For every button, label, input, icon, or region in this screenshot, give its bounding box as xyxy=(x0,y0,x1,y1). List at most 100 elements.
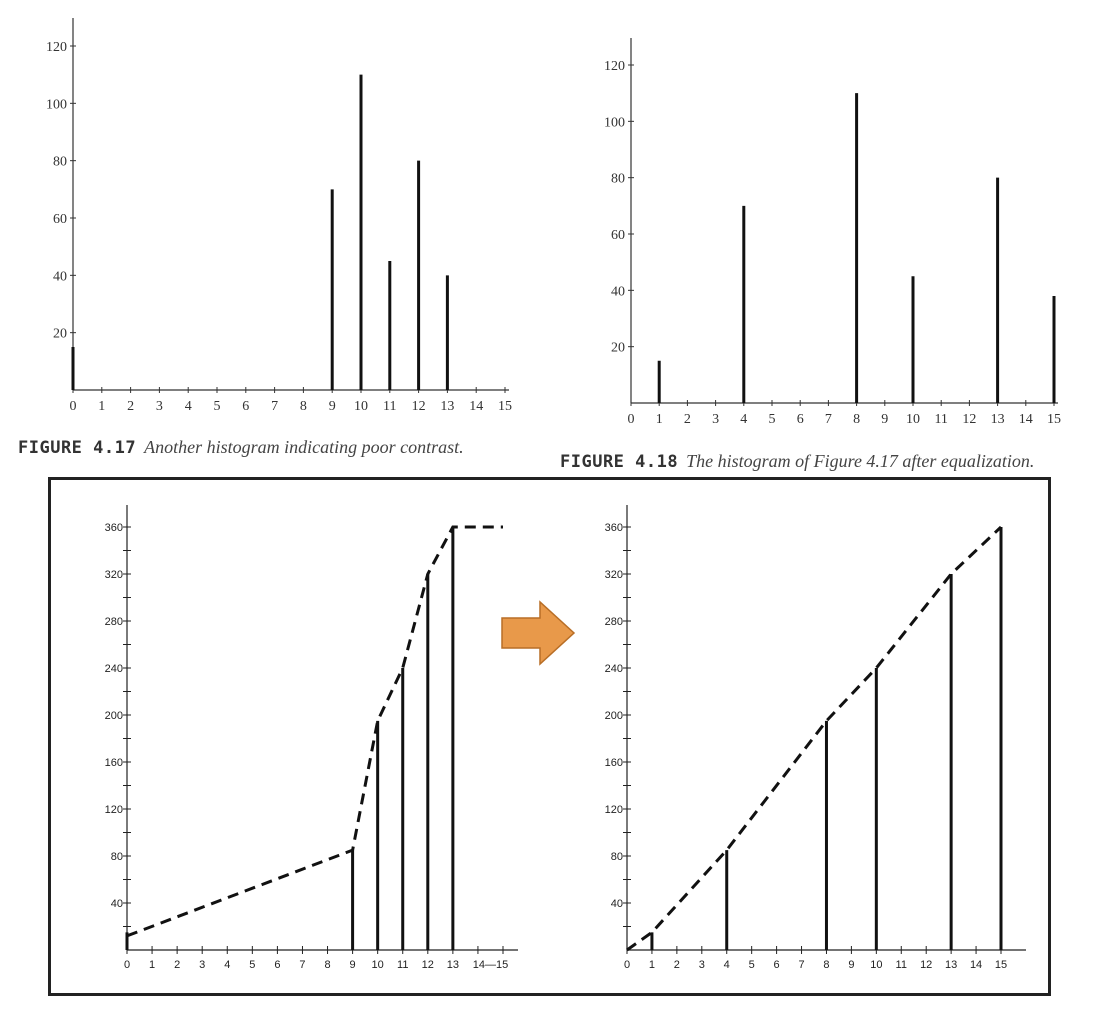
x-tick-label: 13 xyxy=(991,412,1005,427)
y-tick-label: 360 xyxy=(105,522,123,534)
caption-text: Another histogram indicating poor contra… xyxy=(144,437,464,457)
x-tick-label: 9 xyxy=(329,399,336,414)
x-tick-label: 15 xyxy=(995,959,1007,971)
x-tick-label: 12 xyxy=(422,959,434,971)
x-tick-label: 3 xyxy=(199,959,205,971)
y-tick-label: 80 xyxy=(111,851,123,863)
x-tick-label: 8 xyxy=(823,959,829,971)
x-tick-label: 8 xyxy=(324,959,330,971)
x-tick-label: 10 xyxy=(354,399,368,414)
caption-label: FIGURE 4.17 xyxy=(18,438,137,458)
x-tick-label: 11 xyxy=(397,959,408,971)
x-tick-label: 4 xyxy=(224,959,230,971)
y-tick-label: 40 xyxy=(611,284,625,299)
y-tick-label: 240 xyxy=(105,663,123,675)
y-tick-label: 80 xyxy=(53,155,67,170)
y-tick-label: 120 xyxy=(105,804,123,816)
x-tick-label: 4 xyxy=(185,399,192,414)
y-tick-label: 240 xyxy=(605,663,623,675)
x-tick-label: 12 xyxy=(920,959,932,971)
x-tick-label: 6 xyxy=(774,959,780,971)
x-tick-label: 5 xyxy=(249,959,255,971)
x-tick-label: 9 xyxy=(881,412,888,427)
x-tick-label: 7 xyxy=(271,399,278,414)
x-tick-label: 1 xyxy=(656,412,663,427)
y-tick-label: 280 xyxy=(605,616,623,628)
x-tick-label: 14 xyxy=(1019,412,1033,427)
y-tick-label: 360 xyxy=(605,522,623,534)
x-tick-label: 14 xyxy=(970,959,982,971)
x-tick-label: 0 xyxy=(70,399,77,414)
x-tick-label: 11 xyxy=(896,959,907,971)
cumulative-dashed-line xyxy=(126,525,503,938)
x-tick-label: 10 xyxy=(372,959,384,971)
y-tick-label: 280 xyxy=(105,616,123,628)
x-tick-label: 14 xyxy=(469,399,483,414)
x-tick-label: 3 xyxy=(699,959,705,971)
x-tick-label: 1 xyxy=(149,959,155,971)
x-tick-label: 7 xyxy=(798,959,804,971)
caption-text: The histogram of Figure 4.17 after equal… xyxy=(686,451,1035,471)
x-tick-label: 2 xyxy=(684,412,691,427)
x-tick-label: 4 xyxy=(740,412,747,427)
x-tick-label: 10 xyxy=(870,959,882,971)
y-tick-label: 40 xyxy=(53,269,67,284)
y-tick-label: 320 xyxy=(105,569,123,581)
y-tick-label: 80 xyxy=(611,172,625,187)
y-tick-label: 40 xyxy=(111,898,123,910)
x-tick-label: 14—15 xyxy=(473,959,508,971)
cumulative-dashed-line xyxy=(626,525,1003,952)
x-tick-label: 2 xyxy=(174,959,180,971)
x-tick-label: 13 xyxy=(440,399,454,414)
x-tick-label: 6 xyxy=(797,412,804,427)
x-tick-label: 1 xyxy=(98,399,105,414)
y-tick-label: 120 xyxy=(46,40,67,55)
x-tick-label: 2 xyxy=(674,959,680,971)
x-tick-label: 8 xyxy=(853,412,860,427)
x-tick-label: 12 xyxy=(962,412,976,427)
x-tick-label: 1 xyxy=(649,959,655,971)
x-tick-label: 5 xyxy=(214,399,221,414)
x-tick-label: 7 xyxy=(299,959,305,971)
caption-label: FIGURE 4.18 xyxy=(560,452,679,472)
x-tick-label: 15 xyxy=(1047,412,1061,427)
arrow-shape xyxy=(501,600,576,666)
cumulative-comparison-frame xyxy=(48,477,1051,996)
y-tick-label: 120 xyxy=(605,804,623,816)
x-tick-label: 13 xyxy=(447,959,459,971)
x-tick-label: 6 xyxy=(242,399,249,414)
x-tick-label: 2 xyxy=(127,399,134,414)
y-tick-label: 20 xyxy=(611,341,625,356)
y-tick-label: 100 xyxy=(46,97,67,112)
y-tick-label: 100 xyxy=(604,115,625,130)
y-tick-label: 160 xyxy=(105,757,123,769)
x-tick-label: 3 xyxy=(712,412,719,427)
y-tick-label: 320 xyxy=(605,569,623,581)
right-arrow-icon xyxy=(501,600,576,666)
y-tick-label: 60 xyxy=(611,228,625,243)
y-tick-label: 20 xyxy=(53,327,67,342)
x-tick-label: 5 xyxy=(769,412,776,427)
x-tick-label: 9 xyxy=(350,959,356,971)
x-tick-label: 11 xyxy=(383,399,396,414)
x-tick-label: 9 xyxy=(848,959,854,971)
y-tick-label: 160 xyxy=(605,757,623,769)
x-tick-label: 4 xyxy=(724,959,730,971)
y-tick-label: 200 xyxy=(105,710,123,722)
x-tick-label: 13 xyxy=(945,959,957,971)
x-tick-label: 5 xyxy=(749,959,755,971)
x-tick-label: 11 xyxy=(934,412,947,427)
y-tick-label: 120 xyxy=(604,59,625,74)
y-tick-label: 80 xyxy=(611,851,623,863)
x-tick-label: 15 xyxy=(498,399,512,414)
x-tick-label: 3 xyxy=(156,399,163,414)
x-tick-label: 0 xyxy=(628,412,635,427)
y-tick-label: 200 xyxy=(605,710,623,722)
caption-figure-4-17: FIGURE 4.17 Another histogram indicating … xyxy=(18,437,464,458)
y-tick-label: 40 xyxy=(611,898,623,910)
x-tick-label: 7 xyxy=(825,412,832,427)
